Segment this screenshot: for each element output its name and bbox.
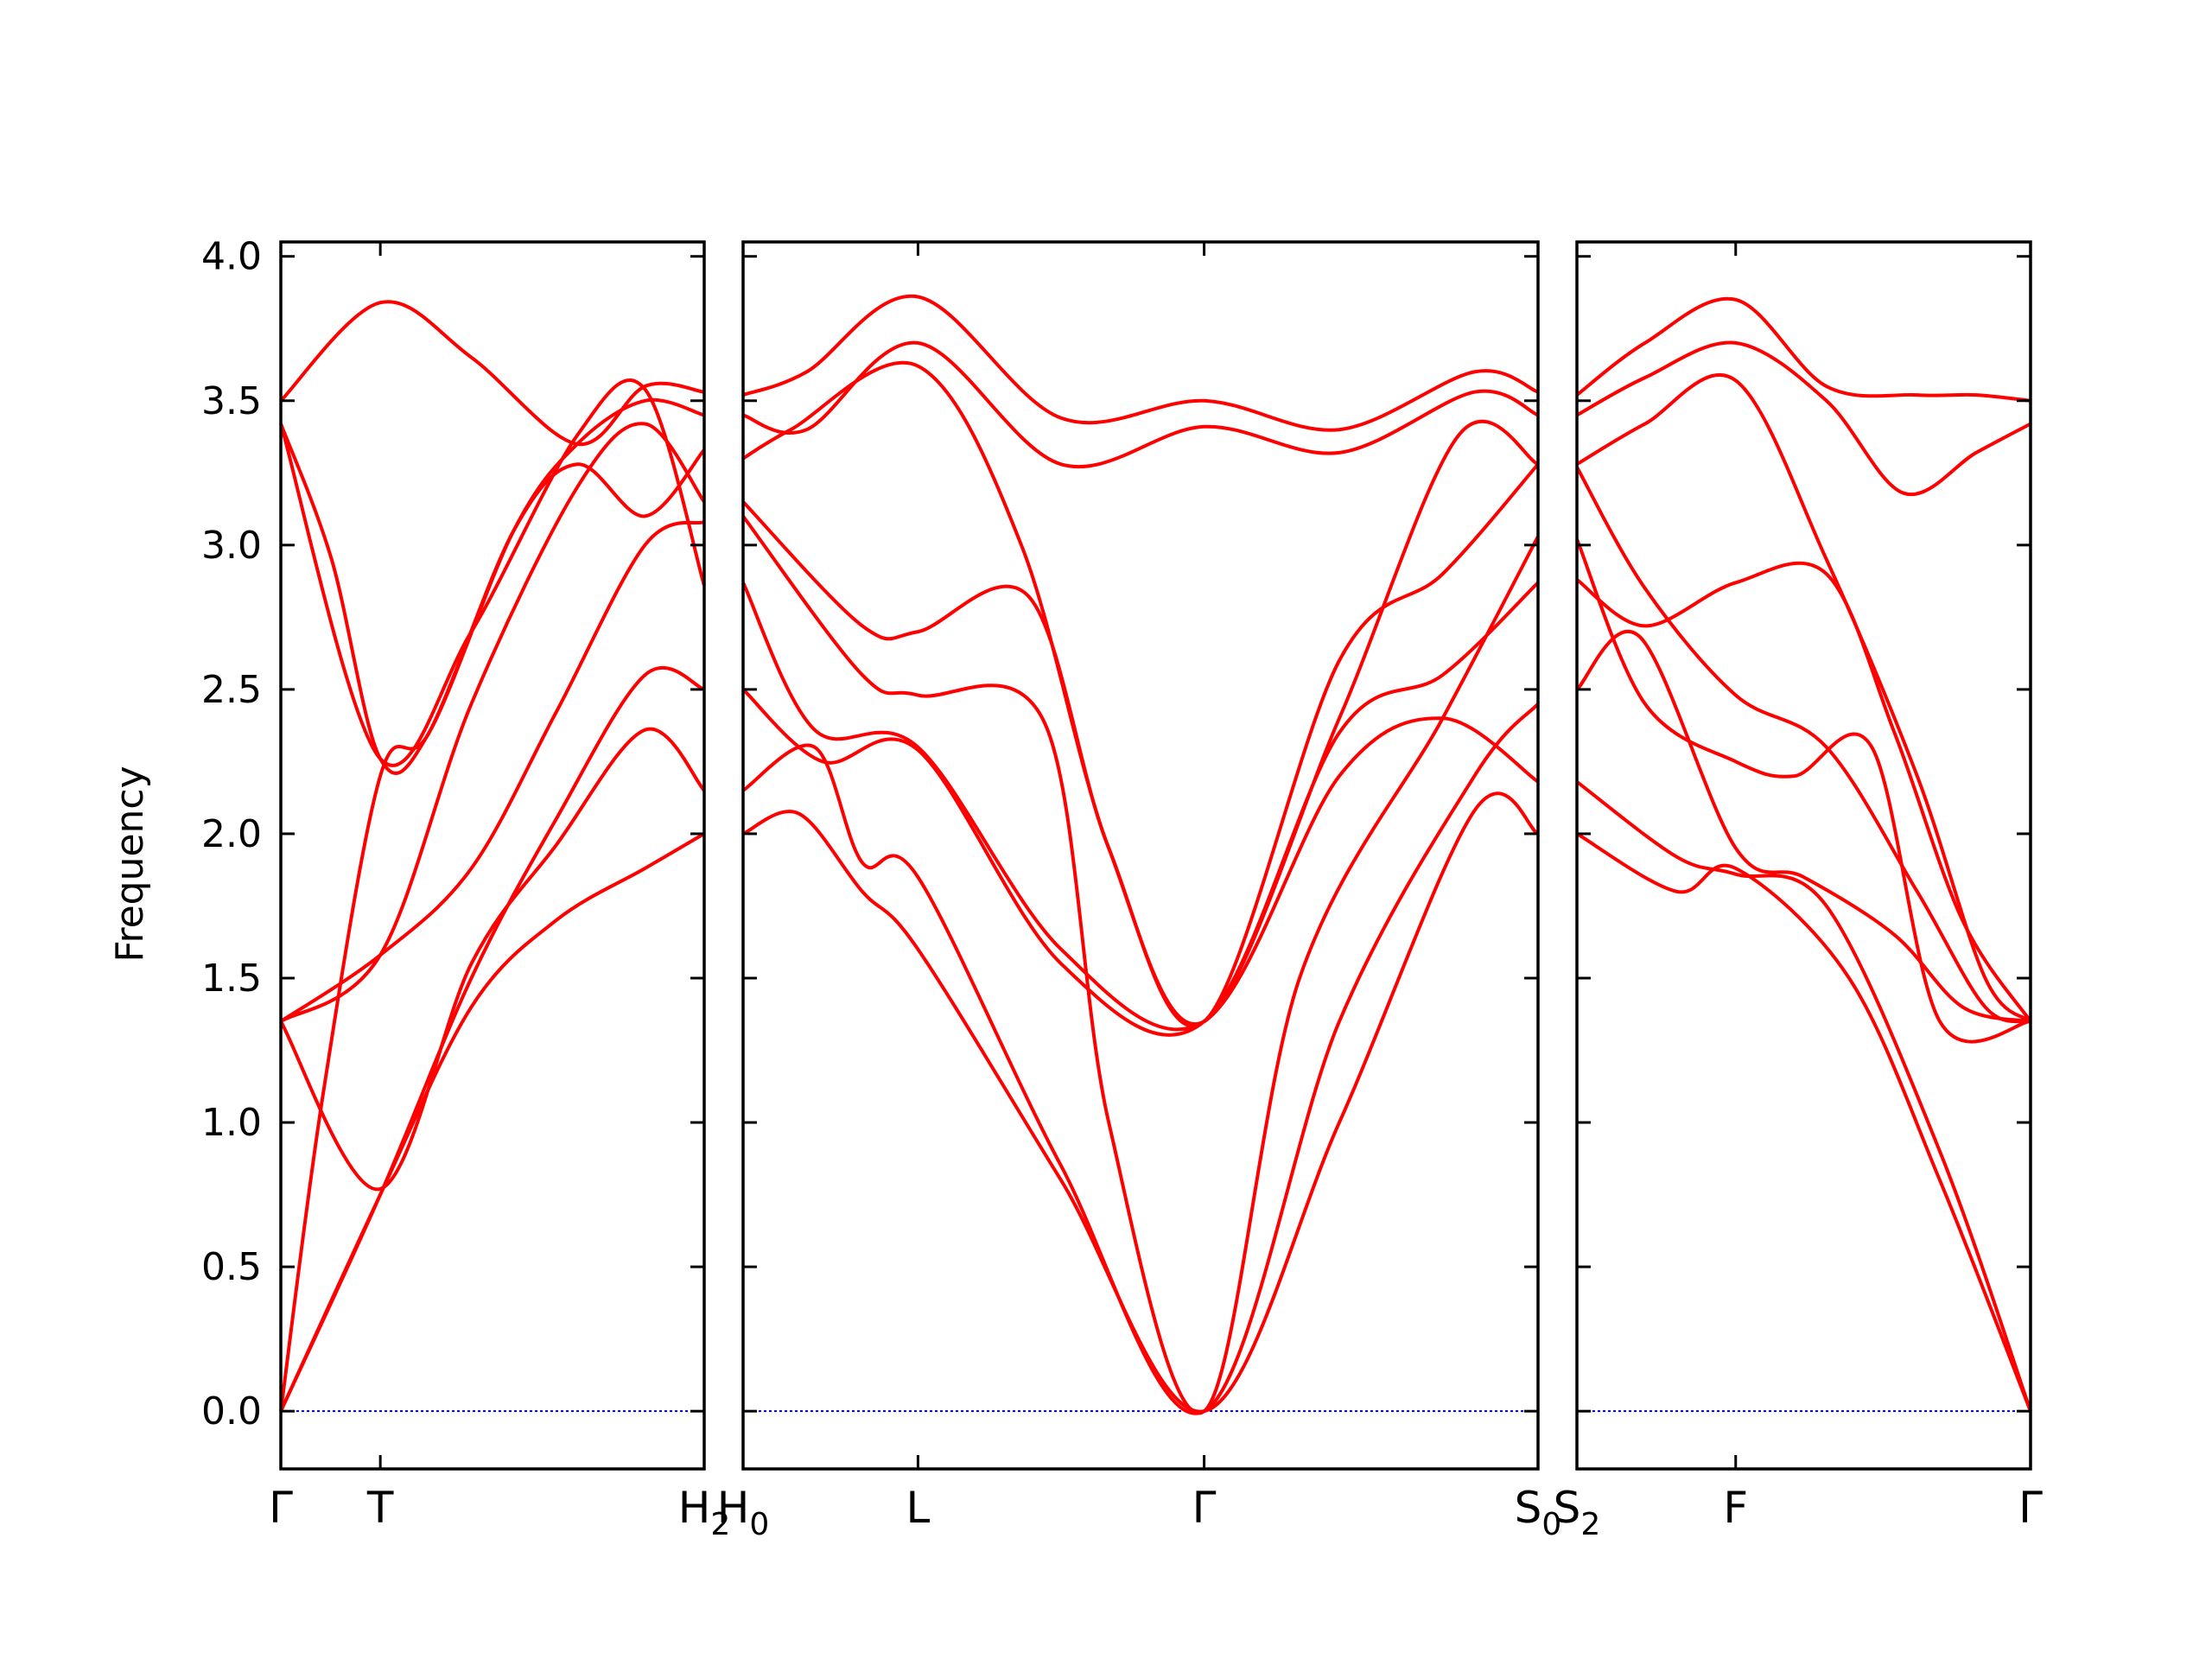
phonon-band-4 xyxy=(279,520,705,1023)
phonon-band-2 xyxy=(1575,780,2032,1412)
phonon-band-2 xyxy=(741,702,1540,1415)
phonon-band-6 xyxy=(1575,466,2031,1024)
panel-frame xyxy=(1575,240,2032,1471)
panel-2: H0 L Γ S0 xyxy=(717,240,1562,1542)
panel-frame xyxy=(741,240,1540,1471)
y-tick-label: 3.5 xyxy=(201,379,262,423)
k-point-label: L xyxy=(906,1483,930,1533)
band-group xyxy=(741,294,1540,1415)
y-tick-label: 1.5 xyxy=(201,957,262,1001)
k-point-label: S0 xyxy=(1515,1483,1562,1542)
y-tick-label: 2.0 xyxy=(201,812,262,856)
phonon-band-1 xyxy=(279,666,705,1413)
phonon-band-1 xyxy=(742,791,1540,1414)
phonon-band-7 xyxy=(741,360,1540,1026)
phonon-band-4 xyxy=(741,582,1540,1032)
phonon-band-2 xyxy=(279,832,706,1413)
y-tick-label: 0.5 xyxy=(201,1245,262,1289)
band-group xyxy=(1575,296,2032,1412)
phonon-band-3 xyxy=(279,727,706,1192)
phonon-band-1 xyxy=(1575,832,2032,1412)
band-group xyxy=(279,300,706,1413)
panel-frame xyxy=(279,240,706,1471)
phonon-band-3 xyxy=(1575,629,2031,1024)
phonon-band-9 xyxy=(1575,296,2031,403)
k-point-label: H0 xyxy=(717,1483,770,1542)
phonon-band-8 xyxy=(1576,340,2031,497)
k-point-label: F xyxy=(1723,1483,1748,1533)
y-axis-layer: Frequency 0.0 0.5 1.0 1.5 2.0 2.5 3.0 3.5 4.0 xyxy=(108,235,262,1433)
phonon-band-7 xyxy=(1575,372,2032,1023)
y-axis-label: Frequency xyxy=(108,766,152,962)
k-point-label: H2 xyxy=(678,1483,731,1542)
panel-3: S2 F Γ xyxy=(1554,240,2043,1542)
y-tick-label: 4.0 xyxy=(201,235,262,279)
phonon-band-4 xyxy=(1575,561,2032,1023)
phonon-band-5 xyxy=(741,515,1540,1415)
phonon-band-9 xyxy=(742,294,1539,432)
phonon-band-8 xyxy=(742,340,1539,469)
k-point-label: Γ xyxy=(1192,1483,1217,1533)
phonon-band-8 xyxy=(279,422,706,1023)
k-point-label: T xyxy=(366,1483,394,1533)
k-point-label: S2 xyxy=(1554,1483,1601,1542)
phonon-band-9 xyxy=(279,378,706,767)
phonon-band-3 xyxy=(741,581,1540,1037)
phonon-band-5 xyxy=(1575,538,2031,1044)
y-tick-label: 1.0 xyxy=(201,1101,262,1145)
k-point-label: Γ xyxy=(2018,1483,2043,1533)
y-tick-label: 3.0 xyxy=(201,524,262,568)
y-tick-label: 0.0 xyxy=(201,1389,262,1433)
k-point-label: Γ xyxy=(269,1483,293,1533)
y-tick-label: 2.5 xyxy=(201,668,262,712)
phonon-band-7 xyxy=(279,300,705,446)
panel-1: Γ T H2 xyxy=(269,240,731,1542)
phonon-band-6 xyxy=(279,397,705,775)
